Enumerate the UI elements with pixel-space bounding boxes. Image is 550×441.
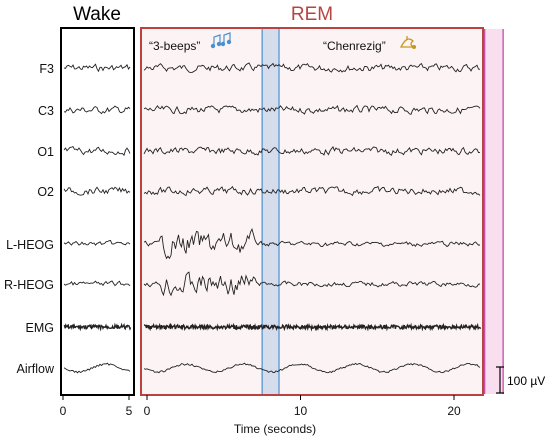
channel-label-o1: O1 <box>37 145 54 159</box>
channel-label-o2: O2 <box>37 185 54 199</box>
event-layer <box>261 29 504 394</box>
x-tick-label: 5 <box>126 404 133 418</box>
scale-bar <box>496 366 504 394</box>
rem-title: REM <box>291 4 333 25</box>
trace-o1 <box>143 146 481 156</box>
trace-airflow <box>63 362 131 374</box>
trace-c3 <box>63 105 131 115</box>
channel-label-r-heog: R-HEOG <box>4 278 54 292</box>
trace-f3 <box>63 63 131 73</box>
trace-l-heog <box>63 239 131 246</box>
bell-icon <box>399 36 417 50</box>
event-label-3-beeps: “3-beeps” <box>149 39 200 53</box>
trace-o2 <box>143 185 481 197</box>
trace-emg <box>143 322 482 332</box>
x-axis: 0 5 0 10 20 <box>60 395 461 418</box>
channel-label-f3: F3 <box>39 62 54 76</box>
event-band-0 <box>262 29 280 394</box>
trace-emg <box>63 322 132 332</box>
channel-label-airflow: Airflow <box>16 362 54 376</box>
trace-r-heog <box>143 271 481 297</box>
channel-labels: F3 C3 O1 O2 L-HEOG R-HEOG EMG Airflow <box>4 62 55 376</box>
wake-title: Wake <box>73 4 121 25</box>
trace-o2 <box>63 186 131 196</box>
trace-f3 <box>143 62 481 74</box>
trace-r-heog <box>63 280 131 287</box>
channel-label-l-heog: L-HEOG <box>6 238 54 252</box>
traces <box>63 62 482 374</box>
x-tick-label: 10 <box>294 404 308 418</box>
event-label-chenrezig: “Chenrezig” <box>323 39 386 53</box>
x-axis-label: Time (seconds) <box>234 422 316 436</box>
x-tick-label: 0 <box>60 404 67 418</box>
x-tick-label: 0 <box>144 404 151 418</box>
music-notes-icon <box>210 32 232 49</box>
x-tick-label: 20 <box>447 404 461 418</box>
trace-airflow <box>143 362 481 374</box>
rem-panel <box>140 27 484 396</box>
channel-label-c3: C3 <box>38 104 54 118</box>
wake-panel <box>60 27 135 396</box>
trace-c3 <box>143 104 481 115</box>
trace-l-heog <box>143 227 481 260</box>
event-band-1 <box>484 29 504 394</box>
scale-bar-label: 100 µV <box>507 374 545 388</box>
channel-label-emg: EMG <box>26 321 54 335</box>
trace-o1 <box>63 146 131 157</box>
